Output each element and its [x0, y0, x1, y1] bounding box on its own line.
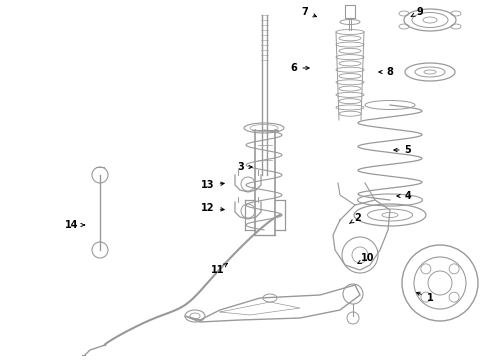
Text: 9: 9 [411, 7, 423, 17]
Text: 14: 14 [65, 220, 84, 230]
Text: 3: 3 [238, 162, 252, 172]
Text: 7: 7 [302, 7, 317, 17]
Text: 8: 8 [379, 67, 393, 77]
Text: 5: 5 [394, 145, 412, 155]
Text: 2: 2 [349, 213, 361, 224]
Text: 13: 13 [201, 180, 224, 190]
Text: 4: 4 [397, 191, 412, 201]
Text: 10: 10 [358, 253, 375, 264]
Text: 11: 11 [211, 263, 227, 275]
Text: 12: 12 [201, 203, 224, 213]
Text: 6: 6 [291, 63, 309, 73]
Text: 1: 1 [416, 292, 433, 303]
